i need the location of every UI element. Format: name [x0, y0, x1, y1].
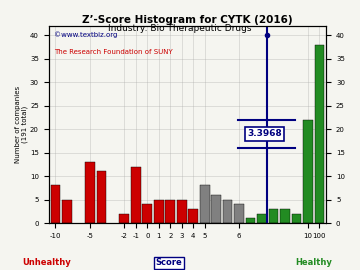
- Bar: [120, 214, 129, 223]
- Title: Z’-Score Histogram for CYTK (2016): Z’-Score Histogram for CYTK (2016): [82, 15, 293, 25]
- Text: ©www.textbiz.org: ©www.textbiz.org: [54, 32, 117, 38]
- Bar: [223, 200, 233, 223]
- Bar: [211, 195, 221, 223]
- Bar: [62, 200, 72, 223]
- Bar: [177, 200, 186, 223]
- Bar: [269, 209, 278, 223]
- Bar: [143, 204, 152, 223]
- Bar: [200, 185, 210, 223]
- Text: 3.3968: 3.3968: [247, 129, 282, 138]
- Bar: [154, 200, 164, 223]
- Bar: [315, 45, 324, 223]
- Text: Healthy: Healthy: [295, 258, 332, 267]
- Bar: [280, 209, 290, 223]
- Bar: [165, 200, 175, 223]
- Bar: [85, 162, 95, 223]
- Text: Industry: Bio Therapeutic Drugs: Industry: Bio Therapeutic Drugs: [108, 24, 252, 33]
- Y-axis label: Number of companies
(191 total): Number of companies (191 total): [15, 86, 28, 163]
- Text: The Research Foundation of SUNY: The Research Foundation of SUNY: [54, 49, 173, 55]
- Bar: [51, 185, 60, 223]
- Bar: [234, 204, 244, 223]
- Bar: [188, 209, 198, 223]
- Bar: [257, 214, 267, 223]
- Bar: [303, 120, 313, 223]
- Bar: [131, 167, 141, 223]
- Text: Unhealthy: Unhealthy: [22, 258, 71, 267]
- Bar: [246, 218, 256, 223]
- Bar: [292, 214, 301, 223]
- Text: Score: Score: [156, 258, 183, 267]
- Bar: [96, 171, 106, 223]
